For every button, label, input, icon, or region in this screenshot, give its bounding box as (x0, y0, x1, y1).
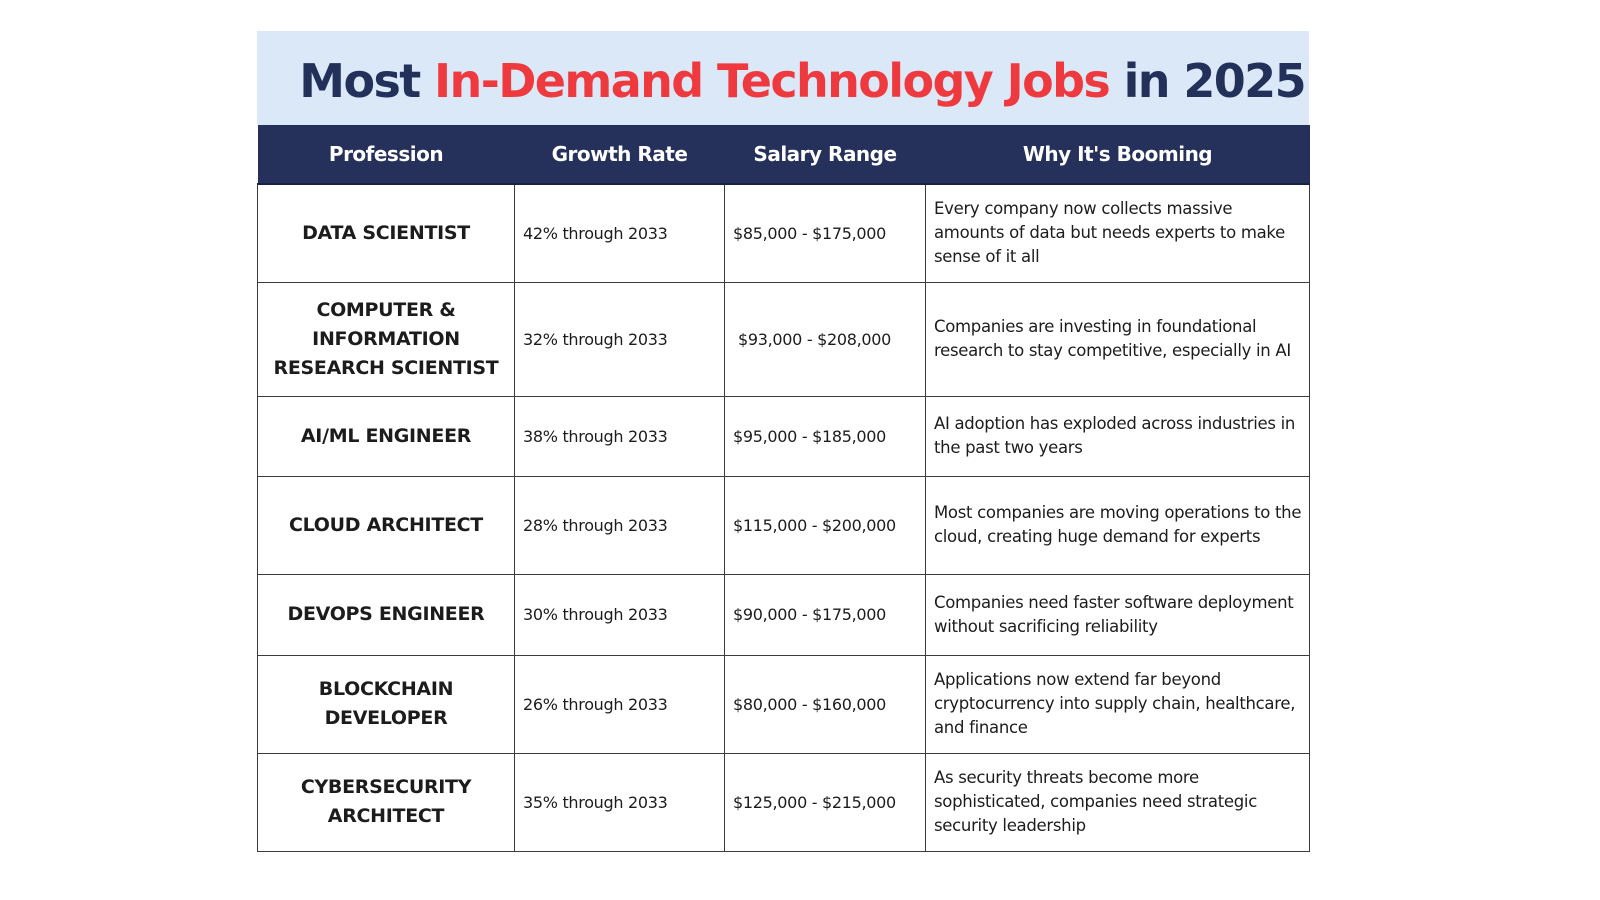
column-header-why-booming: Why It's Booming (925, 125, 1310, 185)
column-header-growth-rate: Growth Rate (514, 125, 725, 185)
profession-cell: DEVOPS ENGINEER (257, 573, 515, 656)
salary-range-cell: $85,000 - $175,000 (724, 183, 926, 283)
column-header-profession: Profession (257, 125, 515, 185)
profession-cell: CLOUD ARCHITECT (257, 475, 515, 575)
profession-cell: COMPUTER & INFORMATION RESEARCH SCIENTIS… (257, 281, 515, 397)
table-row: DATA SCIENTIST 42% through 2033 $85,000 … (257, 183, 1310, 283)
growth-rate-cell: 28% through 2033 (514, 475, 725, 575)
salary-range-cell: $90,000 - $175,000 (724, 573, 926, 656)
title-highlight: In-Demand Technology Jobs (434, 54, 1111, 108)
growth-rate-cell: 32% through 2033 (514, 281, 725, 397)
why-booming-cell: Companies need faster software deploymen… (925, 573, 1310, 656)
page-title: Most In-Demand Technology Jobs in 2025 (299, 52, 1306, 104)
jobs-table: Profession Growth Rate Salary Range Why … (257, 125, 1310, 852)
profession-cell: AI/ML ENGINEER (257, 395, 515, 477)
salary-range-cell: $80,000 - $160,000 (724, 654, 926, 754)
salary-range-cell: $125,000 - $215,000 (724, 752, 926, 852)
salary-range-cell: $115,000 - $200,000 (724, 475, 926, 575)
why-booming-cell: As security threats become more sophisti… (925, 752, 1310, 852)
profession-cell: DATA SCIENTIST (257, 183, 515, 283)
why-booming-cell: Every company now collects massive amoun… (925, 183, 1310, 283)
table-row: AI/ML ENGINEER 38% through 2033 $95,000 … (257, 395, 1310, 477)
title-banner: Most In-Demand Technology Jobs in 2025 (257, 31, 1309, 125)
table-header: Profession Growth Rate Salary Range Why … (257, 125, 1310, 185)
header-row: Profession Growth Rate Salary Range Why … (257, 125, 1310, 185)
growth-rate-cell: 38% through 2033 (514, 395, 725, 477)
why-booming-cell: Applications now extend far beyond crypt… (925, 654, 1310, 754)
growth-rate-cell: 35% through 2033 (514, 752, 725, 852)
salary-range-cell: $95,000 - $185,000 (724, 395, 926, 477)
salary-range-cell: $93,000 - $208,000 (724, 281, 926, 397)
jobs-infographic: Most In-Demand Technology Jobs in 2025 P… (257, 31, 1310, 852)
growth-rate-cell: 42% through 2033 (514, 183, 725, 283)
table-row: COMPUTER & INFORMATION RESEARCH SCIENTIS… (257, 281, 1310, 397)
why-booming-cell: Companies are investing in foundational … (925, 281, 1310, 397)
table-row: DEVOPS ENGINEER 30% through 2033 $90,000… (257, 573, 1310, 656)
why-booming-cell: AI adoption has exploded across industri… (925, 395, 1310, 477)
table-row: BLOCKCHAIN DEVELOPER 26% through 2033 $8… (257, 654, 1310, 754)
column-header-salary-range: Salary Range (724, 125, 926, 185)
profession-cell: BLOCKCHAIN DEVELOPER (257, 654, 515, 754)
growth-rate-cell: 30% through 2033 (514, 573, 725, 656)
growth-rate-cell: 26% through 2033 (514, 654, 725, 754)
table-body: DATA SCIENTIST 42% through 2033 $85,000 … (257, 183, 1310, 852)
table-row: CLOUD ARCHITECT 28% through 2033 $115,00… (257, 475, 1310, 575)
table-row: CYBERSECURITY ARCHITECT 35% through 2033… (257, 752, 1310, 852)
title-part-3: in 2025 (1109, 54, 1307, 108)
why-booming-cell: Most companies are moving operations to … (925, 475, 1310, 575)
title-part-1: Most (299, 54, 435, 108)
profession-cell: CYBERSECURITY ARCHITECT (257, 752, 515, 852)
